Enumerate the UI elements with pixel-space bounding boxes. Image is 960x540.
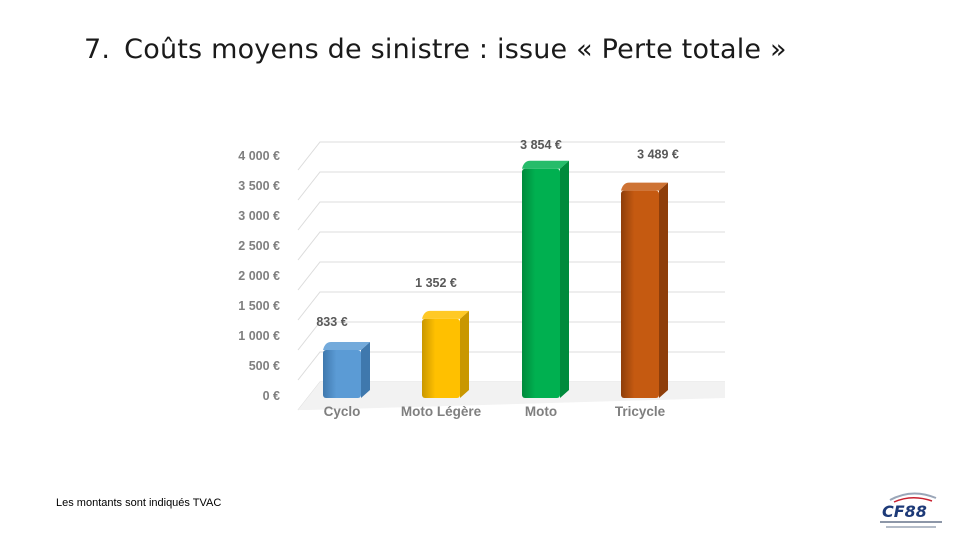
slide-number: 7. [84,34,111,65]
bar-side-cyclo [361,342,370,398]
x-tick-label: Moto Légère [401,404,482,419]
bar-top-tricycle [621,182,668,191]
y-tick-label: 1 500 € [238,299,280,313]
y-tick-label: 4 000 € [238,149,280,163]
x-tick-label: Moto [525,404,557,419]
bar-side-moto [560,160,569,398]
y-tick-label: 3 000 € [238,209,280,223]
gridline [297,321,725,351]
bar-top-moto [522,160,569,169]
bar-moto-légère [422,318,460,398]
slide-title-text: Coûts moyens de sinistre : issue « Perte… [124,34,787,65]
y-tick-label: 2 000 € [238,269,280,283]
chart-floor [298,382,725,410]
gridline [297,201,725,231]
gridline [297,141,725,171]
x-tick-label: Cyclo [324,404,361,419]
gridline [297,351,725,381]
data-label: 833 € [316,315,347,329]
y-tick-label: 0 € [263,389,280,403]
slide-title: 7. Coûts moyens de sinistre : issue « Per… [84,34,787,65]
bar-side-moto-légère [460,310,469,398]
data-label: 3 854 € [520,138,562,152]
bar-top-cyclo [323,342,370,351]
y-tick-label: 1 000 € [238,329,280,343]
bar-side-tricycle [659,182,668,398]
gridline [297,171,725,201]
bar-chart: 0 € 500 € 1 000 € 1 500 € 2 000 € 2 500 € 3 00… [238,138,725,419]
cf88-logo: CF88 [880,492,942,528]
logo-lettering: CF88 [882,502,927,521]
bar-top-moto-légère [422,310,469,319]
bar-tricycle [621,190,659,398]
x-tick-label: Tricycle [615,404,666,419]
y-tick-label: 2 500 € [238,239,280,253]
y-tick-label: 3 500 € [238,179,280,193]
footnote: Les montants sont indiqués TVAC [56,497,222,509]
gridline [297,231,725,261]
gridline [297,291,725,321]
y-tick-label: 500 € [249,359,280,373]
gridline [297,261,725,291]
data-label: 3 489 € [637,148,679,162]
bar-moto [522,168,560,398]
bar-cyclo [323,350,361,398]
data-label: 1 352 € [415,276,457,290]
